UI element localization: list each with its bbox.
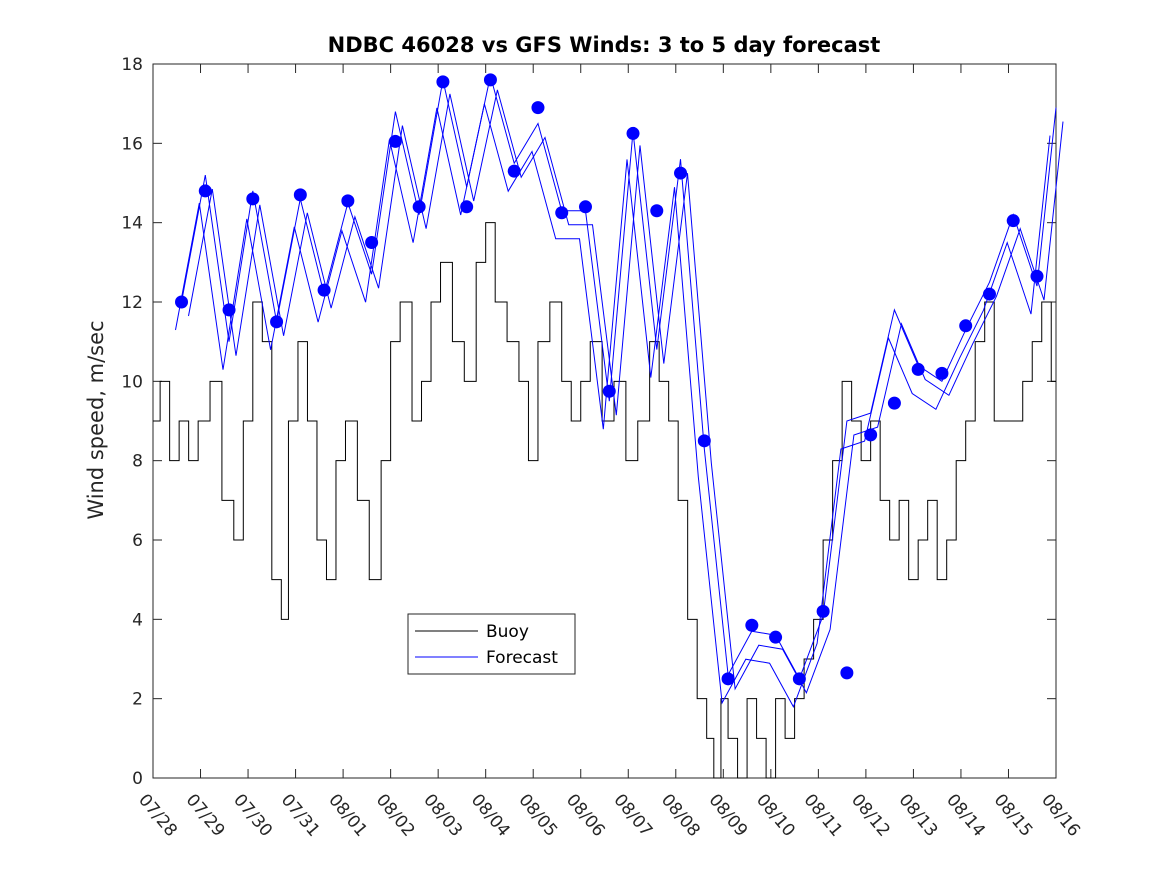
forecast-point-15 [531, 101, 545, 115]
forecast-point-0 [175, 295, 189, 309]
forecast-point-29 [864, 428, 878, 442]
forecast-point-9 [388, 134, 402, 148]
y-tick-label-7: 14 [121, 214, 143, 234]
forecast-point-13 [483, 73, 497, 87]
forecast-line [181, 75, 1057, 680]
forecast-point-32 [935, 366, 949, 380]
y-axis-label: Wind speed, m/sec [84, 320, 108, 519]
forecast-point-18 [602, 384, 616, 398]
y-tick-label-9: 18 [121, 55, 143, 75]
forecast-point-11 [436, 75, 450, 89]
legend-forecast-label: Forecast [486, 648, 558, 668]
forecast-point-26 [792, 672, 806, 686]
y-tick-label-5: 10 [121, 372, 143, 392]
forecast-point-6 [317, 283, 331, 297]
legend: Buoy Forecast [407, 613, 576, 675]
forecast-point-14 [507, 164, 521, 178]
forecast-point-1 [198, 184, 212, 198]
forecast-point-25 [769, 630, 783, 644]
forecast-point-34 [982, 287, 996, 301]
marker-layer [175, 73, 1044, 686]
buoy-line [153, 222, 1056, 779]
forecast-point-20 [650, 204, 664, 218]
forecast-point-5 [293, 188, 307, 202]
y-tick-label-3: 6 [132, 531, 143, 551]
forecast-point-4 [270, 315, 284, 329]
chart-title: NDBC 46028 vs GFS Winds: 3 to 5 day fore… [328, 33, 881, 57]
y-tick-label-1: 2 [132, 690, 143, 710]
forecast-point-27 [816, 604, 830, 618]
y-tick-label-0: 0 [132, 769, 143, 789]
forecast-point-33 [959, 319, 973, 333]
forecast-point-22 [697, 434, 711, 448]
forecast-line-run-3 [175, 103, 1051, 708]
forecast-point-3 [246, 192, 260, 206]
forecast-point-35 [1006, 214, 1020, 228]
forecast-point-36 [1030, 269, 1044, 283]
legend-buoy-label: Buoy [486, 622, 529, 642]
forecast-point-24 [745, 618, 759, 632]
forecast-point-7 [341, 194, 355, 208]
forecast-point-21 [674, 166, 688, 180]
forecast-point-30 [887, 396, 901, 410]
forecast-point-17 [578, 200, 592, 214]
y-tick-label-8: 16 [121, 134, 143, 154]
y-axis-ticks: 0 2 4 6 8 10 12 14 16 18 [121, 55, 1056, 789]
forecast-point-12 [460, 200, 474, 214]
y-tick-label-2: 4 [132, 610, 143, 630]
forecast-point-2 [222, 303, 236, 317]
y-tick-label-6: 12 [121, 293, 143, 313]
forecast-point-19 [626, 126, 640, 140]
legend-box [407, 613, 576, 675]
forecast-point-16 [555, 206, 569, 220]
forecast-point-23 [721, 672, 735, 686]
forecast-point-10 [412, 200, 426, 214]
forecast-point-31 [911, 362, 925, 376]
forecast-point-28 [840, 666, 854, 680]
y-tick-label-4: 8 [132, 452, 143, 472]
forecast-point-8 [365, 236, 379, 249]
